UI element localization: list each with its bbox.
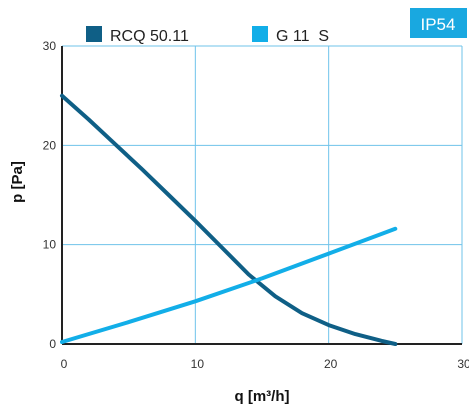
series-lines xyxy=(60,93,398,346)
legend-swatch-g-11-s xyxy=(252,26,268,42)
y-tick-label-30: 30 xyxy=(43,39,57,53)
series-line-g-11-s xyxy=(60,226,398,344)
legend-swatch-rcq-50-11 xyxy=(86,26,102,42)
legend-label-g-11-s: G 11 S xyxy=(276,28,329,45)
y-tick-label-10: 10 xyxy=(43,238,57,252)
axes xyxy=(61,46,462,345)
grid xyxy=(62,45,463,344)
legend-label-rcq-50-11: RCQ 50.11 xyxy=(110,28,189,45)
tick-labels: 0 10 20 30 0 10 20 30 xyxy=(43,39,469,371)
ip-badge-label: IP54 xyxy=(421,15,456,34)
y-tick-label-20: 20 xyxy=(43,138,57,152)
y-tick-label-0: 0 xyxy=(49,337,56,351)
series-line-rcq-50-11 xyxy=(60,93,398,346)
x-tick-label-20: 20 xyxy=(324,357,338,371)
x-tick-label-0: 0 xyxy=(61,357,68,371)
x-tick-label-30: 30 xyxy=(457,357,469,371)
y-axis-title: p [Pa] xyxy=(9,161,26,203)
ip-rating-badge: IP54 xyxy=(410,8,467,38)
x-axis-title: q [m³/h] xyxy=(235,388,290,405)
x-tick-label-10: 10 xyxy=(191,357,205,371)
legend: RCQ 50.11 G 11 S xyxy=(86,26,329,45)
ip-badge-background xyxy=(410,8,467,38)
